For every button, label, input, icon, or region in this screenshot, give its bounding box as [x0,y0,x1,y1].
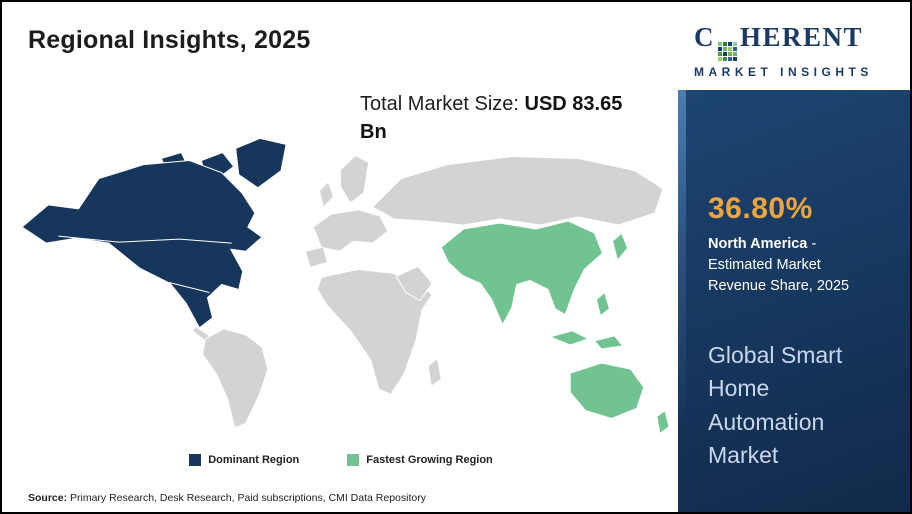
map-border-us-canada [58,235,232,244]
map-region-europe [312,209,389,252]
main-content: Regional Insights, 2025 Total Market Siz… [2,2,680,512]
stat-description-rest: - Estimated Market Revenue Share, 2025 [708,236,850,295]
legend-label-fastest-growing: Fastest Growing Region [366,454,493,466]
map-region-greenland [235,137,287,189]
map-region-indonesia-west [549,330,589,346]
map-region-madagascar [427,357,442,387]
legend-item-fastest-growing: Fastest Growing Region [347,454,493,466]
map-region-russia-north-asia [372,156,664,226]
map-region-asia-pacific [440,220,603,326]
brand-subtitle: MARKET INSIGHTS [694,65,873,79]
legend-item-dominant: Dominant Region [189,454,299,466]
map-region-uk [318,181,334,208]
brand-wordmark-prefix: C [694,22,715,52]
map-region-scandinavia [339,155,370,204]
map-region-iberia [304,246,328,268]
map-region-south-america [201,328,269,429]
brand-logo: C HERENT MARKET INSIGHTS [678,2,910,90]
stat-value: 36.80% [708,192,813,225]
map-region-philippines [595,292,611,317]
map-region-north-america [21,160,263,329]
market-size-label: Total Market Size: [360,93,525,115]
market-name: Global Smart Home Automation Market [708,342,843,469]
map-region-japan [612,232,629,261]
sidebar-panel: 36.80% North America - Estimated Market … [678,90,910,512]
logo-grid-icon [718,42,737,61]
brand-wordmark-suffix: HERENT [740,22,864,52]
market-size-value: USD 83.65 Bn [360,93,623,143]
dominant-region-swatch-icon [189,454,202,466]
stat-description: North America - Estimated Market Revenue… [708,234,880,297]
sidebar: C HERENT MARKET INSIGHTS 36.80% North Ame… [678,2,910,512]
page-title: Regional Insights, 2025 [28,26,311,54]
source-label: Source: [28,492,68,504]
world-map-svg [21,137,670,435]
map-region-middle-east [395,265,433,302]
accent-strip [678,90,686,428]
map-region-indonesia-east [593,335,624,350]
brand-wordmark: C HERENT [694,22,898,61]
stat-region: North America [708,236,808,252]
legend-label-dominant: Dominant Region [208,454,300,466]
map-border-us-mexico [169,281,210,294]
total-market-size: Total Market Size: USD 83.65 Bn [360,90,644,146]
fastest-growing-region-swatch-icon [347,454,360,466]
map-region-australia [569,362,645,419]
map-region-new-zealand [656,409,670,435]
source-note: Source: Primary Research, Desk Research,… [28,492,426,504]
source-text: Primary Research, Desk Research, Paid su… [67,492,426,504]
map-legend: Dominant Region Fastest Growing Region [2,454,680,466]
world-map [8,128,673,448]
